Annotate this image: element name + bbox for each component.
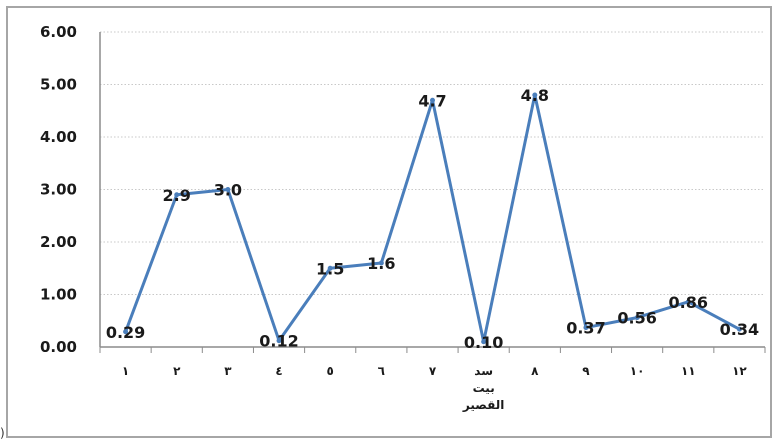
x-tick-label: ١٠	[630, 364, 645, 378]
data-label: 4.7	[418, 91, 446, 110]
data-label: 2.9	[163, 186, 191, 205]
data-label: 4.8	[521, 86, 549, 105]
data-label: 0.56	[617, 309, 656, 328]
y-tick-label: 5.00	[40, 76, 77, 94]
x-tick-label: ٩	[582, 364, 590, 378]
data-label: 0.37	[566, 319, 605, 338]
data-label: 1.5	[316, 259, 344, 278]
data-label: 0.34	[720, 320, 759, 339]
data-label: 0.29	[106, 323, 145, 342]
data-label: 1.6	[367, 254, 395, 273]
edge-mark: )	[0, 426, 5, 440]
y-tick-label: 3.00	[40, 181, 77, 199]
y-tick-label: 1.00	[40, 286, 77, 304]
x-tick-label: ١٢	[732, 364, 747, 378]
x-tick-label: ١١	[681, 364, 696, 378]
x-tick-label: ٤	[275, 364, 282, 378]
y-tick-label: 6.00	[40, 23, 77, 41]
y-tick-label: 0.00	[40, 338, 77, 356]
x-tick-label: ٥	[327, 364, 334, 378]
y-tick-label: 2.00	[40, 233, 77, 251]
data-label: 0.10	[464, 333, 503, 352]
x-tick-label: ٧	[429, 364, 437, 378]
y-tick-label: 4.00	[40, 128, 77, 146]
x-tick-label: سد بيت القصير	[462, 364, 504, 412]
x-tick-label: ٣	[224, 364, 232, 378]
data-label: 3.0	[214, 181, 242, 200]
data-label: 0.12	[259, 332, 298, 351]
x-tick-label: ٨	[531, 364, 539, 378]
series-line	[126, 95, 740, 342]
x-tick-label: ٦	[378, 364, 385, 378]
data-label: 0.86	[669, 293, 708, 312]
x-tick-label: ٢	[173, 364, 181, 378]
x-tick-label: ١	[122, 364, 129, 378]
